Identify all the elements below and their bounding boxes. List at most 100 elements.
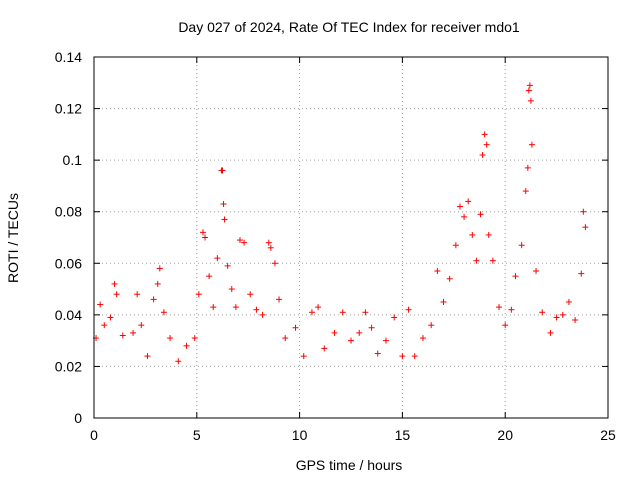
data-point [195,291,202,298]
data-point [144,353,151,360]
data-point [533,268,540,275]
data-point [411,353,418,360]
data-point [308,309,315,316]
data-point [391,314,398,321]
data-point [300,353,307,360]
data-point [434,268,441,275]
data-point [241,239,248,246]
data-point [405,306,412,313]
data-point [419,335,426,342]
data-point [582,224,589,231]
x-tick-label: 5 [193,427,201,443]
chart-title: Day 027 of 2024, Rate Of TEC Index for r… [178,19,520,35]
data-point [526,82,533,89]
data-point [508,306,515,313]
data-point [522,188,529,195]
data-point [524,164,531,171]
data-point [481,131,488,138]
data-point [265,239,272,246]
data-point [374,350,381,357]
x-tick-label: 15 [395,427,411,443]
data-point [399,353,406,360]
data-point [489,257,496,264]
data-point [512,273,519,280]
data-point [214,255,221,262]
data-points [93,82,589,365]
x-axis-label: GPS time / hours [296,457,403,473]
grid-lines [94,57,608,418]
data-point [175,358,182,365]
data-point [228,286,235,293]
data-point [479,151,486,158]
data-point [253,306,260,313]
data-point [428,322,435,329]
data-point [138,322,145,329]
data-point [160,309,167,316]
data-point [150,296,157,303]
data-point [202,234,209,241]
data-point [119,332,126,339]
y-tick-label: 0.02 [55,358,82,374]
data-point [527,97,534,104]
x-tick-label: 20 [497,427,513,443]
data-point [134,291,141,298]
data-point [473,257,480,264]
data-point [461,213,468,220]
y-tick-label: 0.06 [55,255,82,271]
data-point [97,301,104,308]
data-point [101,322,108,329]
data-point [368,324,375,331]
plot-frame [93,56,609,419]
x-tick-label: 0 [90,427,98,443]
x-tick-label: 25 [600,427,616,443]
data-point [578,270,585,277]
data-point [382,337,389,344]
data-point [210,304,217,311]
data-point [154,280,161,287]
data-point [331,329,338,336]
data-point [339,309,346,316]
data-point [191,335,198,342]
data-point [485,231,492,238]
data-point [456,203,463,210]
data-point [183,342,190,349]
data-point [247,291,254,298]
data-point [224,262,231,269]
data-point [465,198,472,205]
data-point [518,242,525,249]
y-tick-label: 0 [74,410,82,426]
data-point [321,345,328,352]
data-point [446,275,453,282]
data-point [315,304,322,311]
data-point [580,208,587,215]
data-point [292,324,299,331]
data-point [496,304,503,311]
y-tick-label: 0.14 [55,49,82,65]
data-point [107,314,114,321]
x-tick-label: 10 [292,427,308,443]
data-point [259,311,266,318]
y-axis-label: ROTI / TECUs [5,193,21,283]
y-tick-label: 0.04 [55,307,82,323]
y-tick-label: 0.1 [63,152,83,168]
y-tick-label: 0.12 [55,101,82,117]
data-point [356,329,363,336]
data-point [477,211,484,218]
y-tick-label: 0.08 [55,204,82,220]
data-point [572,317,579,324]
data-point [156,265,163,272]
data-point [221,216,228,223]
data-point [167,335,174,342]
data-point [348,337,354,344]
data-point [111,280,118,287]
data-point [469,231,476,238]
data-point [502,322,509,329]
data-point [130,329,137,336]
data-point [271,260,278,267]
data-point [483,141,490,148]
axis-ticks: 0 5 10 15 20 25 0 0.02 0.04 0.06 0.08 0.1 0.12 0.14 [55,49,616,443]
data-point [539,309,546,316]
data-point [362,309,369,316]
